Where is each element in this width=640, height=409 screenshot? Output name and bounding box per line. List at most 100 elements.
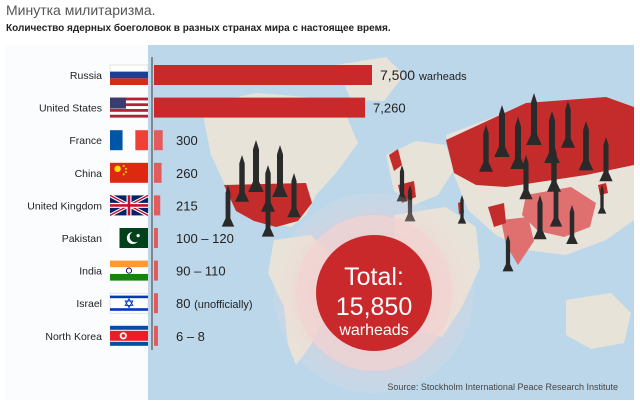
pakistan-flag-icon [110, 228, 148, 248]
flag-stripe [110, 130, 123, 151]
missile-body [544, 111, 560, 163]
value-label: 300 [176, 133, 198, 148]
russia-flag-icon [109, 64, 149, 85]
usa-flag-icon [110, 97, 148, 118]
flag-stripe [110, 330, 148, 341]
missile-icon [560, 101, 576, 148]
missile-body [597, 185, 607, 214]
value-label: 100 – 120 [176, 231, 234, 246]
bar-row: North Korea 6 – 8 [45, 325, 205, 346]
missile-icon [248, 140, 264, 192]
missile-icon [457, 195, 467, 224]
missile-icon [599, 137, 613, 182]
missile-icon [478, 125, 494, 172]
total-unit: warheads [338, 322, 408, 339]
missile-body [248, 140, 264, 192]
value-label: 6 – 8 [176, 329, 205, 344]
flag-stripe [110, 308, 148, 311]
missiles-group [221, 93, 613, 272]
warheads-chart: Total: 15,850 warheads Russia 7,500 warhe… [6, 45, 634, 400]
india-highlight [501, 217, 534, 265]
missile-icon [544, 111, 560, 163]
france-flag-icon [110, 130, 148, 151]
missile-body [261, 195, 275, 237]
category-label: China [75, 168, 103, 180]
flag-stripe [110, 111, 148, 115]
flag-chakra [125, 267, 133, 274]
flag-star [122, 173, 125, 176]
missile-icon [549, 185, 563, 227]
value-label: 7,260 [373, 101, 406, 116]
flag-star [124, 171, 127, 173]
value-label: 80 (unofficially) [176, 296, 253, 311]
missile-body [549, 185, 563, 227]
infographic-panel: Total: 15,850 warheads Russia 7,500 warhe… [6, 45, 634, 400]
missile-body [457, 195, 467, 224]
flag-stripe [110, 114, 148, 118]
north-korea-flag-icon [110, 325, 148, 346]
bar [154, 162, 162, 183]
missile-icon [287, 173, 301, 218]
bar [154, 65, 372, 85]
flag-canton [110, 97, 126, 109]
missile-body [519, 155, 533, 200]
total-value: 15,850 [336, 293, 412, 321]
missile-icon [494, 105, 510, 157]
missile-body [221, 185, 235, 227]
value-label: 7,500 warheads [380, 67, 467, 83]
missile-icon [533, 195, 547, 240]
israel-flag-icon [109, 292, 149, 314]
bar-row: France 300 [69, 130, 198, 151]
missile-icon [221, 185, 235, 227]
page-subtitle: Количество ядерных боеголовок в разных с… [6, 23, 391, 34]
missile-icon [260, 165, 276, 212]
flag-stripe [109, 64, 149, 72]
missile-icon [261, 195, 275, 237]
flag-star [124, 167, 127, 170]
flag-star [124, 297, 134, 309]
bar [154, 325, 158, 346]
flag-stripe [110, 109, 148, 112]
china-flag-icon [110, 162, 148, 183]
missile-icon [566, 205, 578, 244]
flag-stripe [110, 260, 148, 268]
missile-icon [546, 145, 562, 192]
missile-body [234, 155, 250, 202]
category-label: United States [39, 103, 102, 115]
bar-row: Israel 80 (unofficially) [76, 292, 253, 314]
flag-star [122, 165, 125, 167]
bar [154, 195, 161, 216]
missile-body [287, 173, 301, 218]
flag-stripe [110, 97, 148, 101]
value-label: 90 – 110 [176, 264, 226, 279]
flag-stripe [110, 295, 148, 299]
flag-stripe [110, 71, 148, 79]
value-label: 260 [176, 166, 198, 181]
bar-row: Pakistan 100 – 120 [62, 228, 234, 248]
total-circle: Total: 15,850 warheads [274, 193, 474, 393]
bars-group: Russia 7,500 warheads United States 7,260 Fr… [27, 64, 467, 346]
missile-icon [526, 93, 542, 145]
australia-land [566, 293, 631, 349]
missile-body [546, 145, 562, 192]
missile-icon [396, 165, 408, 202]
page-title: Минутка милитаризма. [6, 2, 156, 18]
uk-highlight [389, 149, 402, 171]
flag-stripe [110, 106, 148, 110]
bar [154, 260, 158, 281]
missile-body [502, 235, 514, 272]
bar [154, 228, 158, 248]
missile-body [560, 101, 576, 148]
flag-stripe [110, 267, 148, 274]
flag-field [110, 162, 148, 183]
bar [154, 130, 163, 151]
missile-icon [502, 235, 514, 272]
flag-stripe [110, 78, 148, 85]
bar [154, 293, 158, 314]
total-label: Total: [344, 263, 404, 291]
missile-body [510, 117, 526, 169]
bar-row: China 260 [75, 162, 198, 183]
category-label: Russia [70, 70, 102, 82]
bar-row: United States 7,260 [39, 97, 406, 118]
value-label: 215 [176, 198, 198, 213]
